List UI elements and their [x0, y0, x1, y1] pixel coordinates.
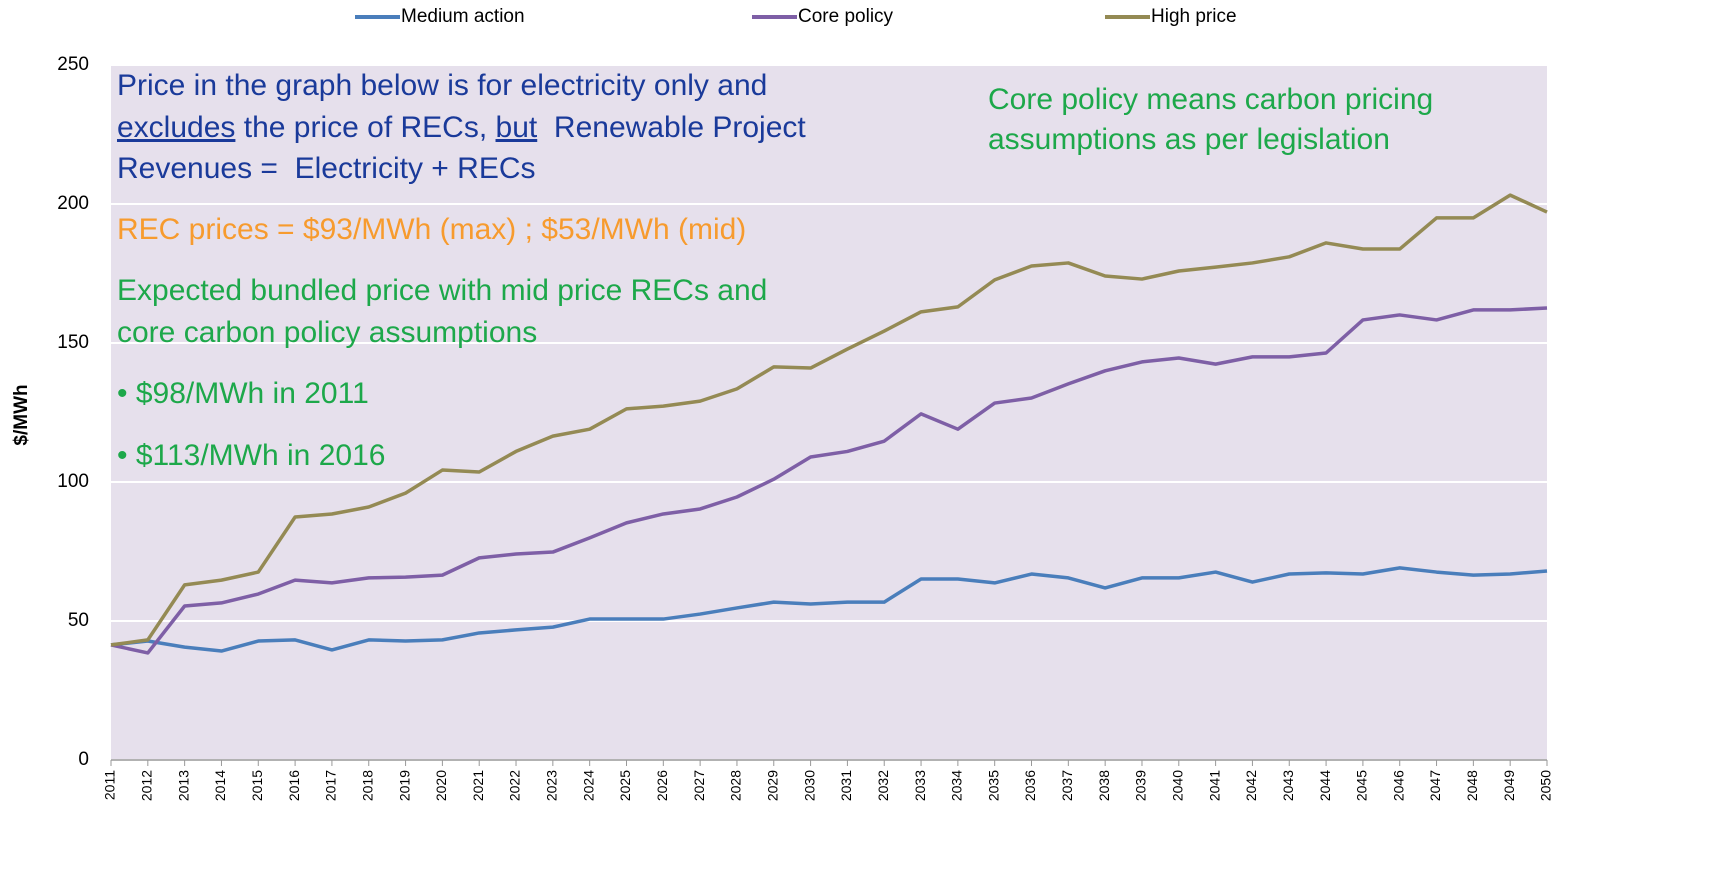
x-tick-label: 2042 — [1243, 770, 1259, 801]
x-tick-label: 2050 — [1538, 770, 1554, 801]
x-tick-label: 2032 — [875, 770, 891, 801]
legend-label: High price — [1151, 6, 1237, 27]
series-line — [110, 306, 1548, 655]
x-tick-label: 2029 — [764, 770, 780, 801]
annotation-segment: excludes — [117, 111, 235, 144]
x-tick-label: 2043 — [1280, 770, 1296, 801]
annotation-segment: Core policy means carbon pricing — [988, 83, 1433, 116]
annotation-segment: the price of RECs, — [235, 111, 495, 144]
annotation-segment: but — [496, 111, 538, 144]
annotation: • $98/MWh in 2011 — [117, 377, 369, 410]
x-tick-label: 2016 — [286, 770, 302, 801]
annotation-segment: • $98/MWh in 2011 — [117, 377, 369, 410]
annotation-segment: Price in the graph below is for electric… — [117, 69, 767, 102]
annotation: • $113/MWh in 2016 — [117, 439, 385, 472]
annotation: Revenues = Electricity + RECs — [117, 152, 536, 185]
legend-label: Core policy — [798, 6, 894, 27]
x-tick-label: 2028 — [728, 770, 744, 801]
x-tick-label: 2049 — [1501, 770, 1517, 801]
x-tick-label: 2019 — [396, 770, 412, 801]
y-tick-label: 0 — [78, 749, 89, 770]
x-tick-label: 2013 — [175, 770, 191, 801]
x-tick-label: 2030 — [801, 770, 817, 801]
x-tick-label: 2014 — [212, 770, 228, 801]
x-tick-label: 2023 — [544, 770, 560, 801]
annotation-segment: • $113/MWh in 2016 — [117, 439, 385, 472]
x-tick-label: 2037 — [1059, 770, 1075, 801]
x-tick-label: 2011 — [102, 770, 118, 800]
x-tick-label: 2046 — [1390, 770, 1406, 801]
x-tick-label: 2031 — [838, 770, 854, 801]
x-tick-label: 2047 — [1427, 770, 1443, 801]
x-tick-label: 2018 — [359, 770, 375, 801]
annotation-segment: Revenues = Electricity + RECs — [117, 152, 536, 185]
y-tick-label: 200 — [57, 193, 89, 214]
series-line — [110, 566, 1548, 653]
y-tick-label: 50 — [68, 610, 89, 631]
annotation: excludes the price of RECs, but Renewabl… — [117, 111, 806, 144]
x-tick-label: 2041 — [1206, 770, 1222, 801]
x-tick-label: 2026 — [654, 770, 670, 801]
annotation: Expected bundled price with mid price RE… — [117, 274, 767, 307]
x-tick-label: 2012 — [139, 770, 155, 801]
x-tick-label: 2035 — [985, 770, 1001, 801]
annotation-segment: core carbon policy assumptions — [117, 316, 537, 349]
x-tick-label: 2025 — [617, 770, 633, 801]
series-line — [110, 193, 1548, 647]
annotation-segment: Renewable Project — [537, 111, 806, 144]
annotation-segment: assumptions as per legislation — [988, 123, 1390, 156]
y-axis-label: $/MWh — [11, 384, 32, 445]
annotation: Price in the graph below is for electric… — [117, 69, 767, 102]
y-tick-label: 250 — [57, 54, 89, 75]
annotation-segment: REC prices = $93/MWh (max) ; $53/MWh (mi… — [117, 213, 746, 246]
x-tick-label: 2020 — [433, 770, 449, 801]
x-tick-label: 2015 — [249, 770, 265, 801]
x-tick-label: 2033 — [912, 770, 928, 801]
annotation: REC prices = $93/MWh (max) ; $53/MWh (mi… — [117, 213, 746, 246]
x-tick-label: 2022 — [507, 770, 523, 801]
x-tick-label: 2017 — [323, 770, 339, 801]
annotation: Core policy means carbon pricing — [988, 83, 1433, 116]
x-tick-label: 2048 — [1464, 770, 1480, 801]
x-tick-label: 2044 — [1317, 770, 1333, 801]
x-tick-label: 2045 — [1354, 770, 1370, 801]
x-tick-label: 2021 — [470, 770, 486, 801]
y-tick-label: 150 — [57, 332, 89, 353]
x-tick-label: 2036 — [1022, 770, 1038, 801]
annotation: core carbon policy assumptions — [117, 316, 537, 349]
x-tick-label: 2034 — [949, 770, 965, 801]
annotation-segment: Expected bundled price with mid price RE… — [117, 274, 767, 307]
y-tick-label: 100 — [57, 471, 89, 492]
x-tick-label: 2038 — [1096, 770, 1112, 801]
legend-label: Medium action — [401, 6, 525, 27]
x-tick-label: 2039 — [1133, 770, 1149, 801]
x-tick-label: 2027 — [691, 770, 707, 801]
x-tick-label: 2040 — [1169, 770, 1185, 801]
x-tick-label: 2024 — [580, 770, 596, 801]
annotation: assumptions as per legislation — [988, 123, 1390, 156]
